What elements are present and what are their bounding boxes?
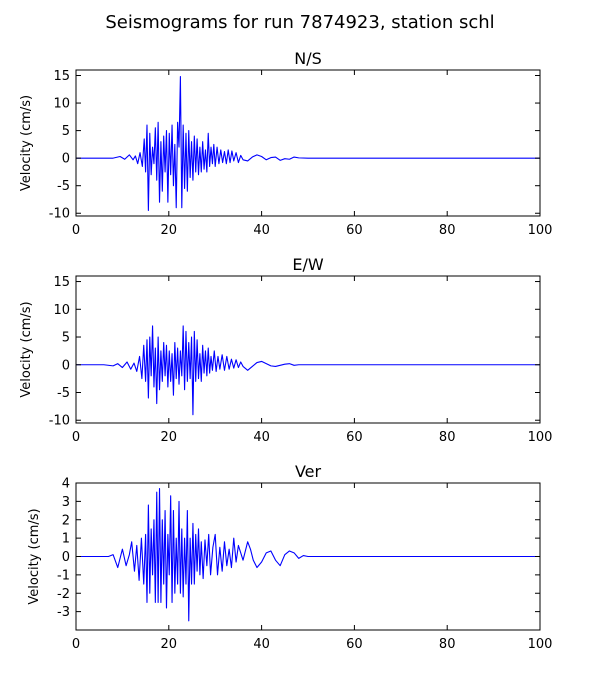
x-tick-label-ew: 40	[253, 430, 270, 445]
x-tick-label-ns: 40	[253, 223, 270, 238]
y-tick-label-ns: 0	[62, 152, 70, 167]
x-tick-label-ns: 60	[346, 223, 363, 238]
y-tick-label-ew: -5	[57, 386, 70, 401]
figure-title: Seismograms for run 7874923, station sch…	[105, 12, 494, 33]
x-tick-label-ver: 80	[439, 637, 456, 652]
y-tick-label-ver: 3	[62, 495, 70, 510]
trace-line-ew	[76, 325, 540, 416]
y-tick-label-ns: -5	[57, 179, 70, 194]
x-tick-label-ver: 100	[528, 637, 553, 652]
panel-ns: N/S 0 20 40 60 80 100 15 10 5 0 -5 -10 Velocity (cm/s…	[19, 49, 552, 238]
y-tick-label-ver: 2	[62, 513, 70, 528]
y-tick-label-ver: 1	[62, 532, 70, 547]
x-tick-label-ns: 80	[439, 223, 456, 238]
y-axis-label-ver: Velocity (cm/s)	[27, 508, 42, 604]
trace-line-ver	[76, 487, 540, 622]
y-tick-label-ns: -10	[49, 207, 70, 222]
y-tick-label-ns: 5	[62, 124, 70, 139]
y-tick-label-ver: 4	[62, 477, 70, 492]
panel-title-ns: N/S	[294, 49, 322, 68]
panel-title-ver: Ver	[295, 462, 322, 481]
panel-ver: Ver 0 20 40 60 80 100 4 3 2 1 0 -1 -2 -3 Velocity (cm/s…	[27, 462, 552, 652]
axes-frame-ew	[75, 275, 541, 424]
x-tick-label-ew: 60	[346, 430, 363, 445]
x-tick-label-ew: 100	[528, 430, 553, 445]
y-tick-label-ew: 5	[62, 331, 70, 346]
y-axis-label-ns: Velocity (cm/s)	[19, 95, 34, 191]
y-axis-label-ew: Velocity (cm/s)	[19, 301, 34, 397]
axes-frame-ns	[75, 69, 541, 217]
y-tick-label-ver: -2	[57, 587, 70, 602]
x-tick-label-ver: 60	[346, 637, 363, 652]
panel-title-ew: E/W	[292, 255, 324, 274]
x-tick-label-ew: 0	[72, 430, 80, 445]
x-tick-label-ew: 20	[161, 430, 178, 445]
x-tick-label-ew: 80	[439, 430, 456, 445]
trace-line-ns	[76, 76, 540, 212]
y-tick-label-ew: -10	[49, 414, 70, 429]
y-tick-label-ew: 0	[62, 358, 70, 373]
x-tick-label-ver: 40	[253, 637, 270, 652]
y-tick-label-ns: 10	[53, 97, 70, 112]
y-tick-label-ver: 0	[62, 550, 70, 565]
y-tick-label-ew: 15	[53, 275, 70, 290]
x-tick-label-ver: 20	[161, 637, 178, 652]
x-tick-label-ver: 0	[72, 637, 80, 652]
x-tick-label-ns: 0	[72, 223, 80, 238]
y-tick-label-ver: -1	[57, 568, 70, 583]
y-tick-label-ver: -3	[57, 605, 70, 620]
panel-ew: E/W 0 20 40 60 80 100 15 10 5 0 -5 -10 Velocity (cm/s…	[19, 255, 552, 445]
x-tick-label-ns: 100	[528, 223, 553, 238]
y-tick-label-ns: 15	[53, 69, 70, 84]
y-tick-label-ew: 10	[53, 303, 70, 318]
x-tick-label-ns: 20	[161, 223, 178, 238]
